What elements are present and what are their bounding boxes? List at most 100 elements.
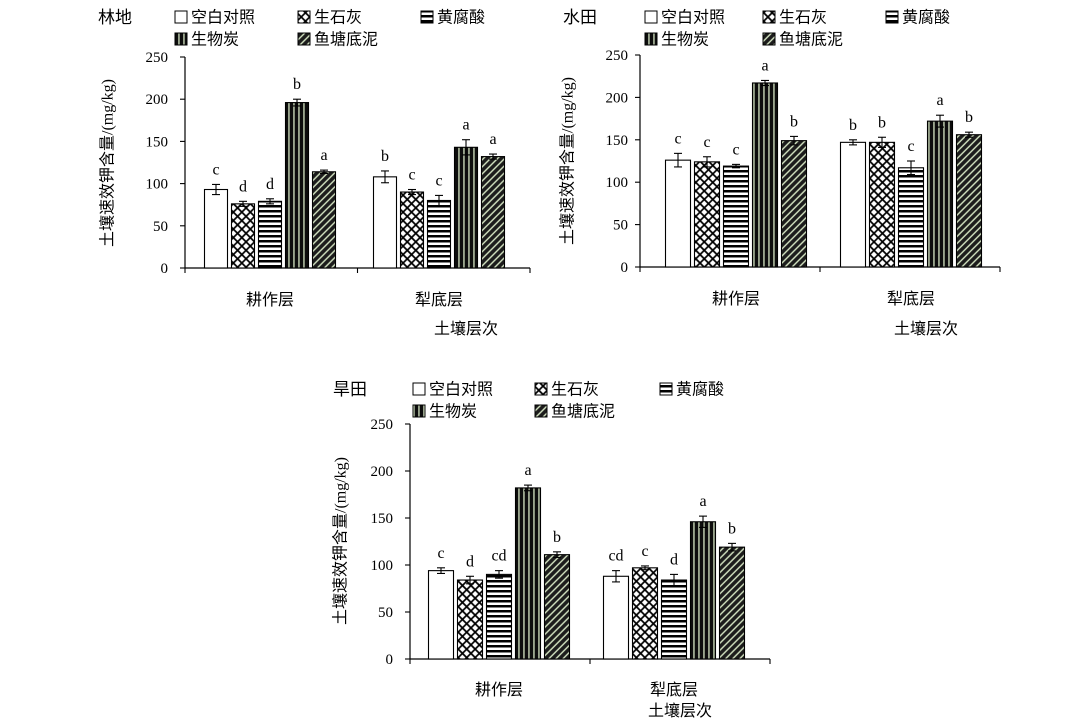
y-tick-label: 150 (146, 134, 169, 150)
error-bar (466, 575, 474, 585)
error-bar (732, 163, 740, 169)
y-tick-label: 0 (161, 261, 169, 277)
legend-swatch (174, 32, 188, 46)
legend-item: 生石灰 (534, 381, 599, 399)
bar (955, 134, 983, 268)
bar (514, 487, 542, 660)
significance-label: b (553, 529, 561, 546)
significance-label: a (699, 493, 706, 510)
plot-area: 0 50 100 150 200 250 耕作层 c c c a b 犁底层 b b c a b (606, 48, 1001, 308)
error-bar (849, 139, 857, 146)
bar (631, 567, 659, 660)
bar (456, 579, 484, 660)
legend-label: 鱼塘底泥 (314, 31, 378, 49)
error-bar (212, 183, 220, 196)
y-tick-label: 250 (371, 417, 394, 433)
x-category-label: 犁底层 (887, 290, 935, 308)
significance-label: c (907, 138, 914, 155)
bar (427, 570, 455, 660)
significance-label: d (266, 176, 274, 193)
error-bar (524, 484, 532, 492)
legend-swatch (534, 404, 548, 418)
significance-label: a (462, 117, 469, 134)
bar (689, 521, 717, 660)
x-category-label: 犁底层 (415, 291, 463, 309)
y-tick-label: 150 (606, 133, 629, 149)
legend-label: 黄腐酸 (902, 9, 950, 27)
error-bar (435, 194, 443, 207)
legend-swatch (762, 10, 776, 24)
legend-swatch (412, 382, 426, 396)
significance-label: c (408, 167, 415, 184)
bar (372, 176, 398, 269)
significance-label: a (936, 92, 943, 109)
bar (751, 82, 779, 268)
significance-label: cd (491, 548, 506, 565)
y-tick-label: 150 (371, 511, 394, 527)
bar (203, 188, 229, 269)
error-bar (320, 169, 328, 175)
error-bar (878, 136, 886, 148)
error-bar (907, 160, 915, 176)
legend-item: 鱼塘底泥 (534, 403, 615, 421)
legend-item: 生物炭 (174, 31, 239, 49)
significance-label: b (878, 114, 886, 131)
x-axis-title: 土壤层次 (434, 319, 498, 338)
error-bar (670, 573, 678, 587)
y-tick-label: 50 (153, 219, 168, 235)
legend-label: 生物炭 (661, 31, 709, 49)
legend-label: 生石灰 (779, 9, 827, 27)
bar (311, 171, 337, 269)
y-tick-label: 200 (606, 90, 629, 106)
y-axis-title: 土壤速效钾含量/(mg/kg) (558, 77, 577, 245)
significance-label: a (320, 147, 327, 164)
error-bar (266, 198, 274, 205)
legend-swatch (885, 10, 899, 24)
bar (602, 575, 630, 660)
error-bar (408, 188, 416, 196)
legend-label: 生物炭 (429, 403, 477, 421)
y-tick-label: 50 (378, 605, 393, 621)
legend-item: 鱼塘底泥 (297, 31, 378, 49)
legend-item: 生物炭 (644, 31, 709, 49)
error-bar (293, 98, 301, 107)
significance-label: b (293, 76, 301, 93)
legend-swatch (659, 382, 673, 396)
y-tick-label: 100 (146, 177, 169, 193)
bar (718, 546, 746, 660)
y-tick-label: 250 (146, 50, 169, 66)
legend-item: 生石灰 (297, 9, 362, 27)
error-bar (761, 79, 769, 87)
legend-label: 生石灰 (314, 9, 362, 27)
bar (897, 167, 925, 268)
significance-label: b (381, 148, 389, 165)
error-bar (462, 139, 470, 156)
significance-label: c (703, 134, 710, 151)
error-bar (489, 153, 497, 160)
legend-item: 生物炭 (412, 403, 477, 421)
x-category-label: 耕作层 (712, 290, 760, 308)
significance-label: b (965, 109, 973, 126)
significance-label: a (761, 57, 768, 74)
significance-label: d (466, 553, 474, 570)
error-bar (936, 114, 944, 128)
bar (839, 141, 867, 268)
error-bar (965, 131, 973, 138)
x-category-label: 耕作层 (246, 291, 294, 309)
legend-item: 黄腐酸 (420, 9, 485, 27)
legend-label: 鱼塘底泥 (779, 31, 843, 49)
legend-item: 生石灰 (762, 9, 827, 27)
bar (664, 159, 692, 268)
legend-swatch (174, 10, 188, 24)
legend-swatch (412, 404, 426, 418)
panel-title: 旱田 (333, 380, 367, 399)
bar (868, 141, 896, 268)
legend-swatch (297, 10, 311, 24)
bar (722, 165, 750, 268)
y-axis-title: 土壤速效钾含量/(mg/kg) (331, 457, 350, 625)
bar (399, 191, 425, 269)
